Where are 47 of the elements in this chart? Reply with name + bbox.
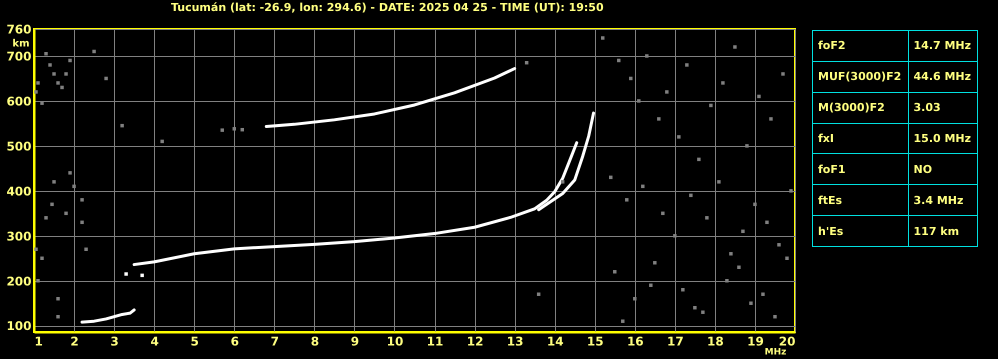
x-tick-label: 8 — [310, 334, 320, 348]
x-tick-label: 10 — [386, 334, 404, 348]
line-series — [80, 308, 136, 324]
text: 14.7 MHz — [908, 30, 978, 62]
y-tick-label: 400 — [6, 184, 32, 198]
x-tick-label: 2 — [70, 334, 79, 348]
x-tick-label: 3 — [110, 334, 119, 348]
text: foF2 — [812, 30, 908, 62]
x-tick-label: 16 — [626, 334, 644, 348]
x-tick-label: 19 — [747, 334, 764, 348]
x-tick-label: 1 — [34, 334, 43, 348]
y-tick-label: 200 — [6, 274, 32, 288]
text: ftEs — [812, 184, 908, 216]
x-tick-label: 4 — [150, 334, 159, 348]
y-tick-label: 760 — [6, 22, 32, 36]
x-tick-label: 13 — [506, 334, 524, 348]
text: fxI — [812, 123, 908, 154]
text: M(3000)F2 — [812, 92, 908, 124]
x-tick-label: 11 — [426, 334, 444, 348]
x-tick-label: 9 — [350, 334, 360, 348]
x-tick-label: 15 — [586, 334, 604, 348]
y-tick-label: 500 — [6, 139, 32, 154]
x-tick-label: 20 — [778, 334, 796, 348]
text: NO — [908, 154, 978, 185]
y-tick-label: 700 — [6, 49, 32, 64]
y-tick-label: 600 — [6, 94, 32, 108]
chart-title: Tucumán (lat: -26.9, lon: 294.6) - DATE: 2025 04 25 - TIME (UT): 19:50 — [170, 1, 604, 14]
text: 3.4 MHz — [908, 184, 978, 216]
y-tick-label: 300 — [6, 229, 32, 244]
x-tick-label: 6 — [230, 334, 239, 348]
line-series — [264, 67, 516, 128]
text: 117 km — [908, 216, 978, 246]
x-tick-label: 17 — [666, 334, 684, 348]
text: foF1 — [812, 154, 908, 185]
x-tick-label: 18 — [707, 334, 724, 348]
text: 3.03 — [908, 92, 978, 124]
x-axis-title: MHz — [764, 348, 786, 358]
y-axis-title: km — [12, 38, 30, 50]
text: h'Es — [812, 216, 908, 246]
x-tick-label: 14 — [546, 334, 564, 348]
y-tick-label: 100 — [6, 319, 32, 334]
x-tick-label: 12 — [466, 334, 484, 348]
x-tick-label: 5 — [190, 334, 199, 348]
text: 44.6 MHz — [908, 61, 978, 92]
text: MUF(3000)F2 — [812, 61, 908, 92]
x-tick-label: 7 — [270, 334, 279, 348]
text: 15.0 MHz — [908, 123, 978, 154]
